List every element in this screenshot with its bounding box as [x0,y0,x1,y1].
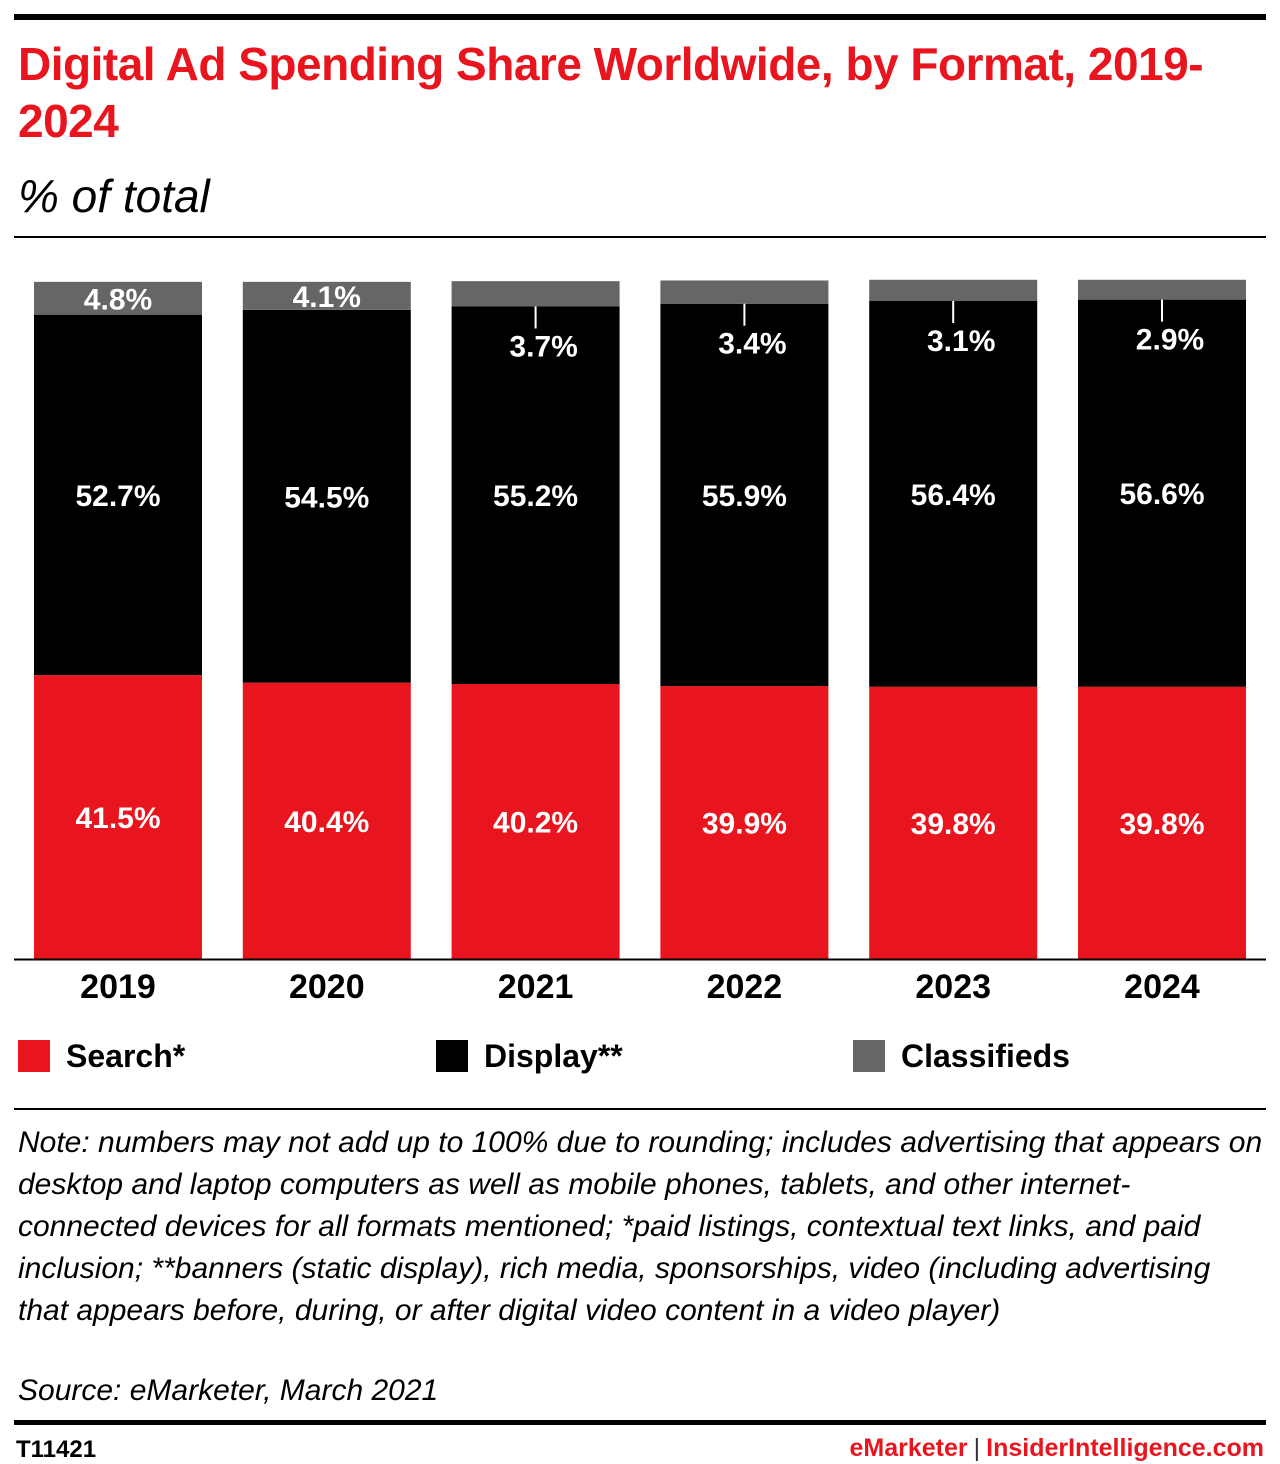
bar-classifieds-2019 [34,281,202,315]
bar-classifieds-2021 [451,281,620,307]
header-rule [14,236,1266,238]
bar-search-2023 [869,686,1038,959]
chart-title: Digital Ad Spending Share Worldwide, by … [18,38,1204,147]
legend-item-search: Search* [18,1036,185,1076]
bar-search-2022 [660,686,829,959]
bar-display-2021 [451,306,620,685]
data-label-display-2024: 56.6% [1119,478,1204,511]
chart-subtitle: % of total [18,170,210,222]
data-label-search-2020: 40.4% [284,806,369,839]
bar-display-2023 [869,300,1038,687]
data-label-classifieds-2023: 3.1% [927,325,995,358]
x-tick-label-2020: 2020 [289,968,365,1006]
data-label-display-2019: 52.7% [75,480,160,513]
legend-label-classifieds: Classifieds [901,1037,1070,1074]
data-label-classifieds-2019: 4.8% [84,283,152,316]
branding: eMarketer | InsiderIntelligence.com [850,1434,1265,1463]
data-label-display-2020: 54.5% [284,481,369,514]
bar-classifieds-2022 [660,280,829,304]
chart-id: T11421 [16,1436,97,1463]
data-label-search-2023: 39.8% [911,808,996,841]
data-label-search-2024: 39.8% [1119,808,1204,841]
legend-item-display: Display** [436,1036,623,1076]
legend-label-display: Display** [484,1037,623,1074]
bar-search-2021 [451,684,620,959]
stacked-bar-chart: 41.5% 52.7% 4.8% 2019 40.4% 54.5% 4.1% 2020 40.2… [14,279,1266,1006]
chart-note: Note: numbers may not add up to 100% due… [18,1126,1263,1327]
data-label-classifieds-2024: 2.9% [1136,324,1204,357]
bar-search-2019 [34,675,202,959]
x-tick-label-2019: 2019 [80,968,156,1006]
bar-classifieds-2024 [1078,279,1246,300]
bar-display-2024 [1078,299,1246,687]
data-label-search-2022: 39.9% [702,808,787,841]
data-label-classifieds-2022: 3.4% [718,328,786,361]
bar-search-2020 [242,682,411,959]
legend-swatch-classifieds [853,1040,885,1072]
top-rule [14,14,1266,20]
brand-emarketer: eMarketer [849,1434,968,1462]
bar-display-2020 [242,309,411,683]
data-label-classifieds-2020: 4.1% [293,281,361,314]
bar-classifieds-2020 [242,281,411,310]
footer-rule [14,1108,1266,1110]
legend-swatch-search [18,1040,50,1072]
x-tick-label-2022: 2022 [707,968,783,1006]
legend-item-classifieds: Classifieds [853,1036,1070,1076]
data-label-search-2019: 41.5% [75,802,160,835]
data-label-classifieds-2021: 3.7% [509,330,577,363]
brand-separator: | [973,1434,981,1462]
data-label-search-2021: 40.2% [493,807,578,840]
bar-display-2019 [34,314,202,676]
brand-insider-intelligence: InsiderIntelligence.com [986,1434,1264,1462]
bar-classifieds-2023 [869,279,1038,301]
data-label-display-2023: 56.4% [911,479,996,512]
chart-source: Source: eMarketer, March 2021 [18,1374,439,1407]
x-tick-label-2024: 2024 [1124,968,1200,1006]
bar-search-2024 [1078,686,1246,959]
bottom-rule [14,1420,1266,1425]
data-label-display-2022: 55.9% [702,480,787,513]
x-tick-label-2023: 2023 [915,968,991,1006]
bar-display-2022 [660,303,829,687]
legend-label-search: Search* [66,1037,186,1074]
legend-swatch-display [436,1040,468,1072]
data-label-display-2021: 55.2% [493,480,578,513]
x-tick-label-2021: 2021 [498,968,574,1006]
